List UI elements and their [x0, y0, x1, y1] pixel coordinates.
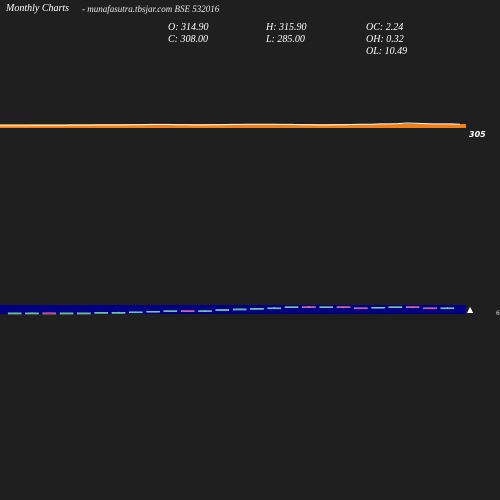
volume-candle: [371, 306, 385, 309]
volume-candle: [111, 312, 126, 314]
volume-candle: [215, 309, 230, 311]
volume-candle: [181, 310, 195, 312]
volume-axis-marker: ▲: [467, 305, 474, 314]
ohlc-oh: OH: 0.32: [366, 34, 404, 45]
volume-candle: [77, 312, 91, 315]
volume-candle: [163, 310, 178, 312]
price-axis-label: 305: [469, 130, 486, 139]
chart-title: Monthly Charts: [6, 3, 70, 14]
volume-candle: [354, 307, 368, 310]
volume-candle: [42, 312, 56, 315]
volume-panel: [0, 305, 466, 315]
volume-candle: [406, 306, 420, 308]
volume-candle: [423, 307, 437, 310]
volume-candle: [25, 312, 39, 315]
volume-candle: [146, 310, 160, 313]
volume-candle: [198, 310, 212, 312]
ohlc-close: C: 308.00: [168, 34, 208, 45]
volume-candle: [440, 307, 455, 310]
volume-candle: [336, 306, 351, 308]
volume-candle: [250, 308, 264, 310]
ohlc-oc: OC: 2.24: [366, 22, 404, 33]
chart-source: - munafasutra.tbsjar.com BSE 532016: [82, 4, 220, 14]
volume-candle: [302, 306, 316, 308]
ohlc-open: O: 314.90: [168, 22, 209, 33]
volume-candle: [319, 306, 333, 308]
volume-candle: [94, 312, 108, 314]
volume-candle: [7, 312, 22, 315]
volume-axis-label: 6: [496, 310, 500, 317]
ohlc-ol: OL: 10.49: [366, 46, 408, 57]
ohlc-low: L: 285.00: [266, 34, 305, 45]
volume-candle: [388, 306, 403, 308]
volume-candle: [129, 311, 143, 314]
volume-candle: [59, 312, 74, 315]
ohlc-high: H: 315.90: [266, 22, 307, 33]
price-line: [0, 122, 461, 127]
price-panel: [0, 122, 466, 128]
volume-candle: [267, 307, 281, 310]
volume-candle: [284, 306, 299, 308]
price-band: [0, 124, 466, 128]
volume-candle: [232, 308, 247, 311]
